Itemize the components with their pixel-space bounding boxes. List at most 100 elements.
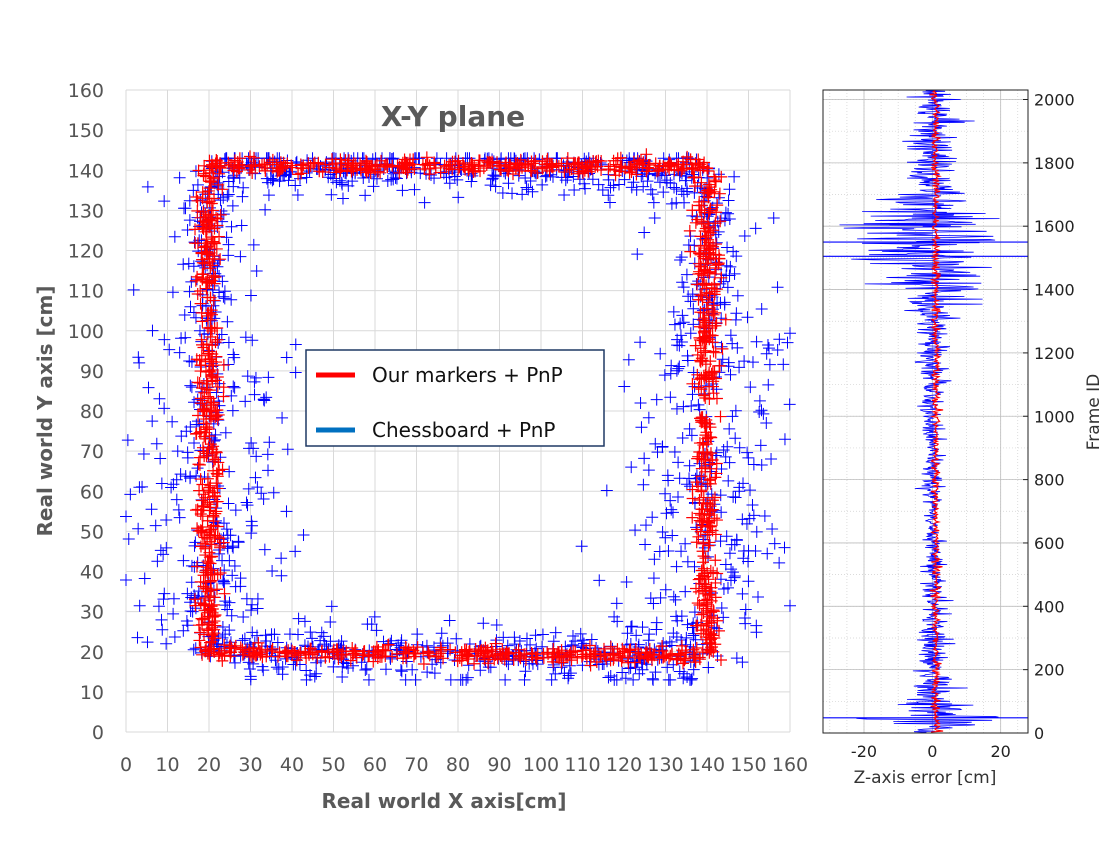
data-point <box>687 318 700 331</box>
data-point <box>760 347 773 360</box>
data-point <box>657 186 670 199</box>
data-point <box>207 235 220 248</box>
data-point <box>121 434 134 447</box>
data-point <box>206 339 219 352</box>
data-point <box>199 225 212 238</box>
data-point <box>715 340 728 353</box>
data-point <box>607 652 620 665</box>
data-point <box>197 499 210 512</box>
data-point <box>683 459 696 472</box>
data-point <box>637 478 650 491</box>
data-point <box>547 646 560 659</box>
data-point <box>247 158 260 171</box>
data-point <box>686 483 699 496</box>
data-point <box>706 503 719 516</box>
data-point <box>236 190 249 203</box>
data-point <box>204 535 217 548</box>
data-point <box>257 492 270 505</box>
z-y-tick-label: 0 <box>1034 724 1044 743</box>
data-point <box>336 670 349 683</box>
data-point <box>214 566 227 579</box>
data-point <box>668 445 681 458</box>
data-point <box>592 658 605 671</box>
data-point <box>762 342 775 355</box>
data-point <box>691 452 704 465</box>
data-point <box>246 167 259 180</box>
data-point <box>206 204 219 217</box>
data-point <box>213 286 226 299</box>
data-point <box>203 594 216 607</box>
data-point <box>673 169 686 182</box>
data-point <box>214 194 227 207</box>
data-point <box>708 185 721 198</box>
data-point <box>679 652 692 665</box>
data-point <box>630 168 643 181</box>
data-point <box>704 585 717 598</box>
x-tick-label: 140 <box>689 754 725 776</box>
data-point <box>369 160 382 173</box>
data-point <box>670 196 683 209</box>
data-point <box>676 431 689 444</box>
data-point <box>137 447 150 460</box>
data-point <box>228 656 241 669</box>
data-point <box>561 152 574 165</box>
data-point <box>122 533 135 546</box>
data-point <box>223 554 236 567</box>
data-point <box>592 178 605 191</box>
data-point <box>194 297 207 310</box>
data-point <box>699 552 712 565</box>
data-point <box>132 351 145 364</box>
data-point <box>604 181 617 194</box>
data-point <box>367 655 380 668</box>
data-point <box>354 164 367 177</box>
data-point <box>625 461 638 474</box>
x-tick-label: 50 <box>321 754 345 776</box>
data-point <box>278 646 291 659</box>
data-point <box>574 627 587 640</box>
data-point <box>300 664 313 677</box>
data-point <box>724 329 737 342</box>
data-point <box>742 451 755 464</box>
data-point <box>691 523 704 536</box>
data-point <box>771 281 784 294</box>
data-point <box>218 644 231 657</box>
data-point <box>635 421 648 434</box>
data-point <box>221 315 234 328</box>
data-point <box>221 529 234 542</box>
data-point <box>692 398 705 411</box>
data-point <box>330 162 343 175</box>
data-point <box>453 652 466 665</box>
data-point <box>172 503 185 516</box>
data-point <box>203 195 216 208</box>
data-point <box>158 195 171 208</box>
data-point <box>714 489 727 502</box>
data-point <box>292 612 305 625</box>
data-point <box>202 618 215 631</box>
data-point <box>194 365 207 378</box>
data-point <box>177 258 190 271</box>
data-point <box>679 585 692 598</box>
data-point <box>644 183 657 196</box>
data-point <box>607 179 620 192</box>
data-point <box>244 640 257 653</box>
data-point <box>204 322 217 335</box>
data-point <box>524 638 537 651</box>
data-point <box>768 537 781 550</box>
data-point <box>673 339 686 352</box>
data-point <box>198 257 211 270</box>
data-point <box>217 517 230 530</box>
data-point <box>688 560 701 573</box>
data-point <box>240 496 253 509</box>
data-point <box>120 510 132 523</box>
data-point <box>700 414 713 427</box>
data-point <box>198 241 211 254</box>
data-point <box>767 212 780 225</box>
data-point <box>325 188 338 201</box>
data-point <box>421 157 434 170</box>
data-point <box>733 361 746 374</box>
data-point <box>308 670 321 683</box>
data-point <box>474 664 487 677</box>
data-point <box>368 610 381 623</box>
data-point <box>701 266 714 279</box>
data-point <box>701 528 714 541</box>
